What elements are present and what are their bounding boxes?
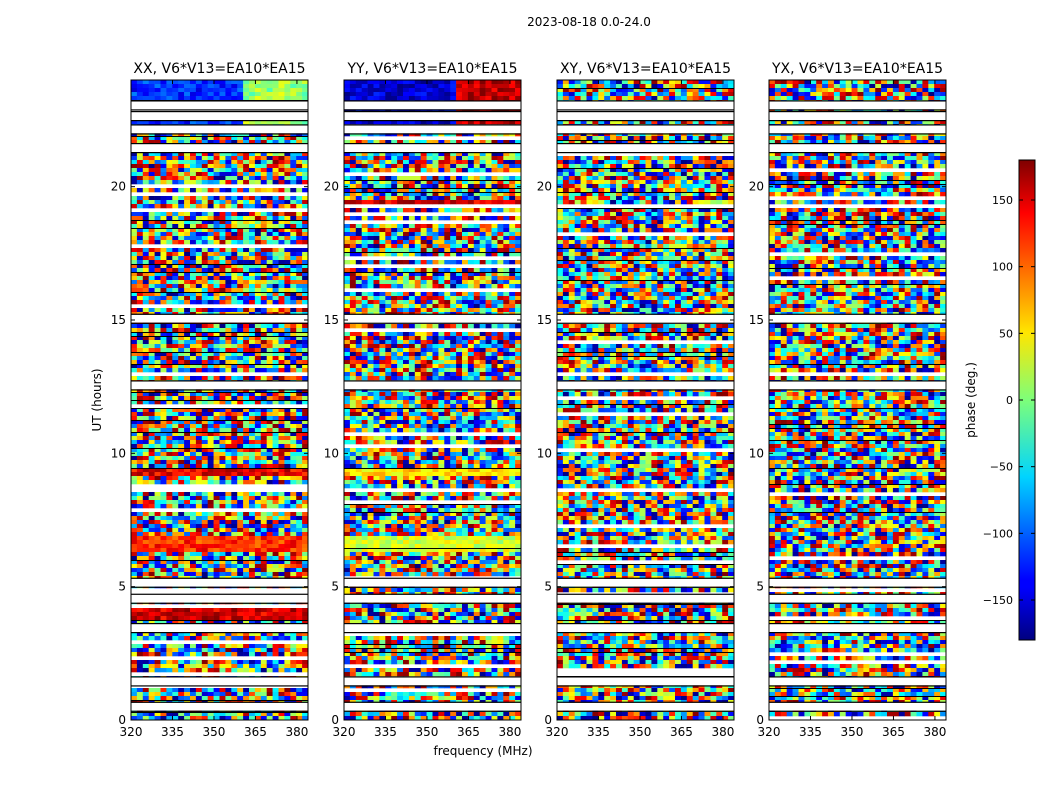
colorbar-tick-label: 100: [992, 261, 1013, 274]
x-tick-label: 365: [670, 725, 693, 739]
panel-xx: XX, V6*V13=EA10*EA15 320 335 350 365 380 0 5 10 1…: [111, 61, 309, 739]
panel-frame: [768, 79, 947, 721]
panel-yy: YY, V6*V13=EA10*EA15 320 335 350 365 380 0 5 10 1…: [324, 61, 522, 739]
colorbar-tick-label: −150: [983, 594, 1013, 607]
y-tick-label: 0: [118, 713, 126, 727]
x-tick-label: 335: [587, 725, 610, 739]
y-tick-label: 15: [111, 313, 126, 327]
panel-title: XX, V6*V13=EA10*EA15: [133, 61, 305, 77]
x-tick-label: 350: [203, 725, 226, 739]
y-tick-label: 10: [111, 446, 126, 460]
colorbar-ticks: −150 −100 −50 0 50 100 150: [983, 194, 1035, 607]
y-tick-label: 5: [331, 580, 339, 594]
y-tick-label: 20: [111, 180, 126, 194]
y-tick-label: 15: [537, 313, 552, 327]
y-tick-label: 0: [756, 713, 764, 727]
colorbar-tick-label: 50: [999, 327, 1013, 340]
y-axis-label: UT (hours): [90, 368, 104, 431]
colorbar-label: phase (deg.): [964, 362, 978, 438]
panel-title: YX, V6*V13=EA10*EA15: [771, 61, 943, 77]
x-tick-label: 365: [882, 725, 905, 739]
panels: XX, V6*V13=EA10*EA15 320 335 350 365 380 0 5 10 1…: [111, 61, 947, 739]
y-tick-label: 10: [324, 446, 339, 460]
phase-image-xx: [131, 80, 308, 720]
colorbar-tick-label: 150: [992, 194, 1013, 207]
figure-suptitle: 2023-08-18 0.0-24.0: [527, 15, 651, 29]
colorbar-tick-label: 0: [1006, 394, 1013, 407]
panel-xy: XY, V6*V13=EA10*EA15 320 335 350 365 380 0 5 10 1…: [537, 61, 735, 739]
panel-frame: [343, 79, 522, 721]
x-tick-label: 320: [333, 725, 356, 739]
x-tick-label: 380: [285, 725, 308, 739]
x-tick-label: 335: [161, 725, 184, 739]
y-tick-label: 5: [756, 580, 764, 594]
x-tick-label: 380: [923, 725, 946, 739]
y-tick-label: 15: [324, 313, 339, 327]
x-tick-label: 380: [498, 725, 521, 739]
x-tick-label: 350: [629, 725, 652, 739]
x-tick-label: 335: [799, 725, 822, 739]
x-tick-label: 320: [758, 725, 781, 739]
y-tick-label: 5: [118, 580, 126, 594]
x-tick-label: 335: [374, 725, 397, 739]
y-tick-label: 0: [331, 713, 339, 727]
y-tick-label: 0: [544, 713, 552, 727]
panel-frame: [556, 79, 735, 721]
y-tick-label: 20: [749, 180, 764, 194]
x-tick-label: 350: [416, 725, 439, 739]
x-tick-label: 320: [546, 725, 569, 739]
x-tick-label: 380: [711, 725, 734, 739]
colorbar-tick-label: −100: [983, 527, 1013, 540]
y-tick-label: 10: [749, 446, 764, 460]
x-axis-label: frequency (MHz): [433, 744, 532, 758]
y-tick-label: 5: [544, 580, 552, 594]
phase-image-yx: [769, 80, 946, 720]
panel-yx: YX, V6*V13=EA10*EA15 320 335 350 365 380 0 5 10 1…: [749, 61, 947, 739]
panel-title: XY, V6*V13=EA10*EA15: [560, 61, 731, 77]
x-tick-label: 365: [457, 725, 480, 739]
panel-title: YY, V6*V13=EA10*EA15: [346, 61, 517, 77]
y-tick-label: 20: [324, 180, 339, 194]
x-tick-label: 365: [244, 725, 267, 739]
y-tick-label: 10: [537, 446, 552, 460]
colorbar-tick-label: −50: [990, 461, 1013, 474]
panel-frame: [130, 79, 309, 721]
x-tick-label: 350: [841, 725, 864, 739]
phase-image-xy: [557, 80, 734, 720]
x-tick-label: 320: [120, 725, 143, 739]
phase-image-yy: [344, 80, 521, 720]
colorbar: −150 −100 −50 0 50 100 150 phase (deg.): [964, 159, 1036, 641]
y-tick-label: 15: [749, 313, 764, 327]
y-tick-label: 20: [537, 180, 552, 194]
